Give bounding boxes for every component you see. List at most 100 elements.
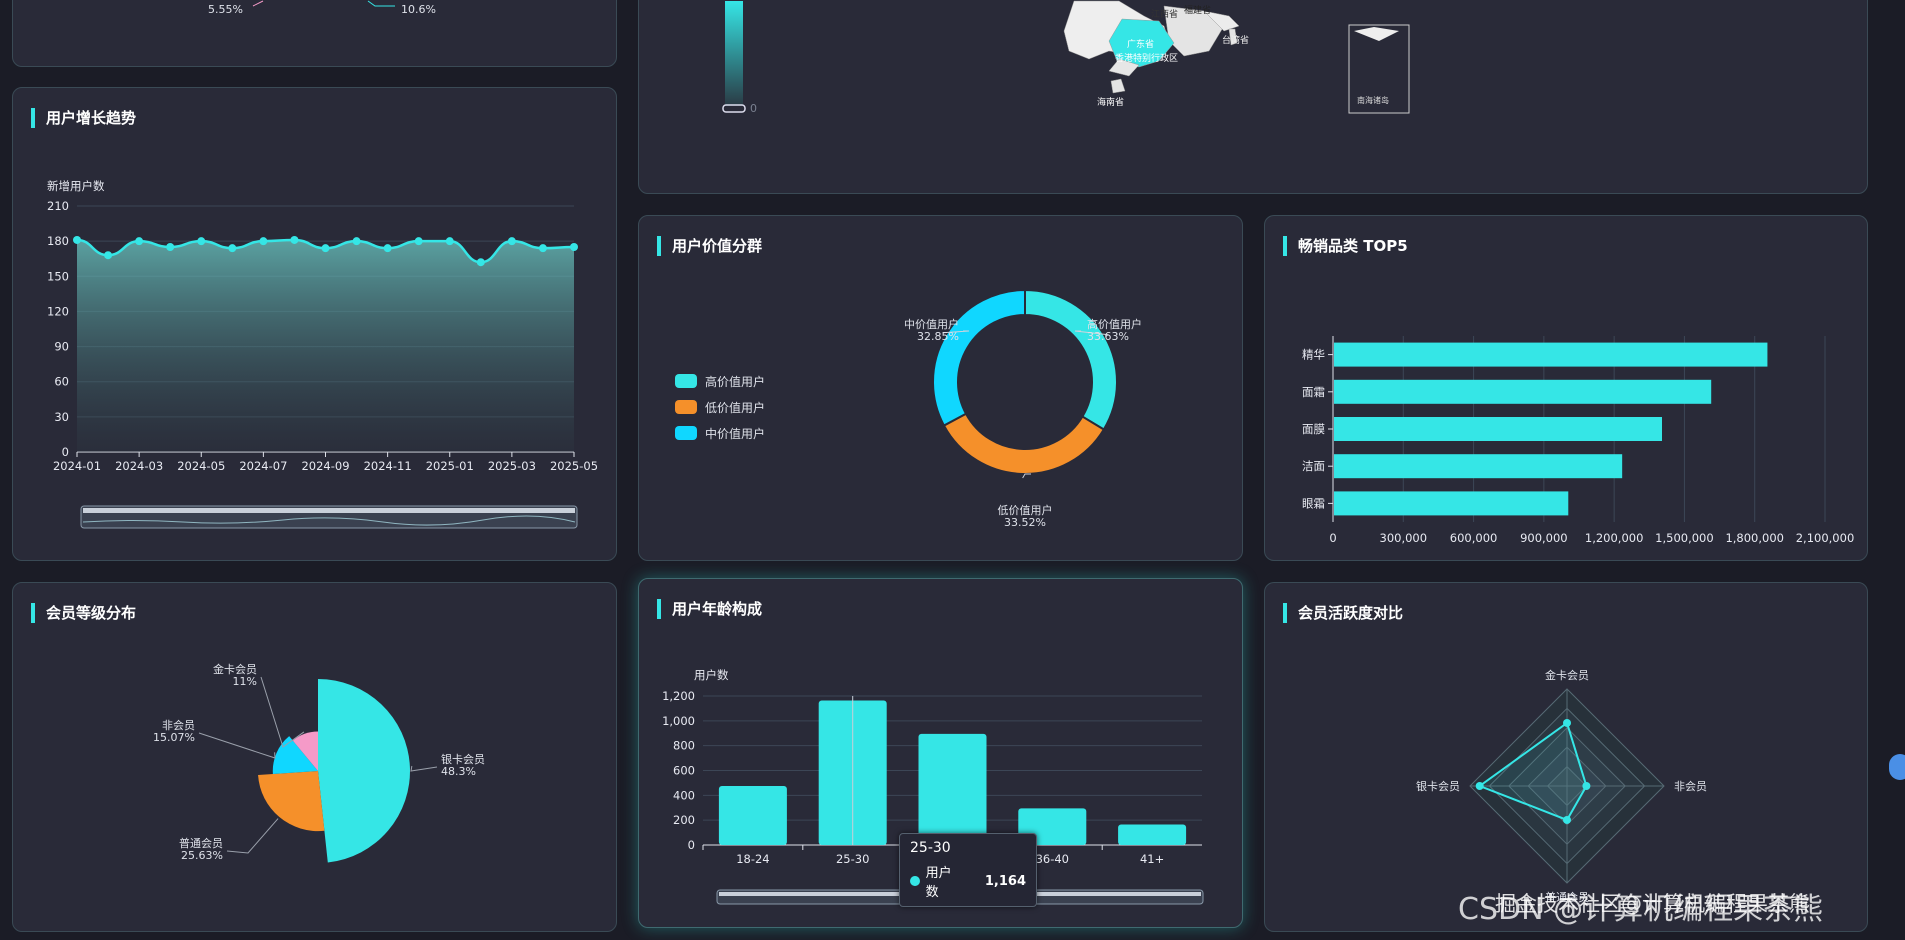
rose-label-value: 11% bbox=[233, 675, 257, 688]
side-float-button[interactable] bbox=[1889, 754, 1905, 780]
visual-map-handle[interactable] bbox=[722, 104, 746, 113]
growth-xtick: 2024-11 bbox=[364, 459, 412, 473]
growth-point[interactable] bbox=[73, 235, 81, 244]
growth-point[interactable] bbox=[321, 244, 330, 253]
growth-ytick: 90 bbox=[54, 340, 69, 354]
donut-label-value: 33.52% bbox=[1004, 516, 1046, 529]
growth-point[interactable] bbox=[135, 237, 144, 246]
top5-ytick: 精华 bbox=[1302, 348, 1325, 362]
radar-indicator: 银卡会员 bbox=[1416, 779, 1460, 793]
growth-point[interactable] bbox=[383, 244, 392, 253]
radar-indicator: 普通会员 bbox=[1545, 890, 1589, 904]
growth-point[interactable] bbox=[228, 244, 237, 253]
donut-slice[interactable] bbox=[942, 412, 1106, 475]
growth-area bbox=[77, 239, 574, 452]
growth-point[interactable] bbox=[259, 237, 268, 246]
legend-low-value[interactable]: 低价值用户 bbox=[675, 394, 765, 420]
map-label-hainan: 海南省 bbox=[1097, 96, 1124, 108]
map-label-taiwan: 台湾省 bbox=[1222, 34, 1249, 46]
age-xtick: 36-40 bbox=[1036, 852, 1069, 866]
map-province-guangdong[interactable] bbox=[1108, 18, 1175, 68]
growth-ytick: 0 bbox=[62, 445, 69, 459]
donut-label-line bbox=[1074, 330, 1109, 336]
value-panel: 用户价值分群 高价值用户 低价值用户 中价值用户 高价值用户 33.63% 低价值用… bbox=[638, 215, 1243, 561]
top5-xtick: 1,800,000 bbox=[1725, 531, 1784, 545]
top5-bar[interactable] bbox=[1334, 379, 1712, 404]
donut-slice[interactable] bbox=[932, 288, 1026, 427]
age-bar[interactable] bbox=[1118, 824, 1187, 845]
top5-bar[interactable] bbox=[1334, 417, 1662, 441]
growth-ylabel: 新增用户数 bbox=[47, 179, 105, 193]
growth-point[interactable] bbox=[507, 237, 516, 246]
donut-label-line bbox=[942, 330, 970, 334]
rose-label-name: 普通会员 bbox=[179, 836, 223, 850]
legend-label: 中价值用户 bbox=[705, 426, 766, 441]
top5-bar[interactable] bbox=[1334, 491, 1569, 516]
growth-point[interactable] bbox=[445, 237, 454, 246]
map-province-taiwan[interactable] bbox=[1228, 28, 1238, 46]
top5-bar[interactable] bbox=[1334, 454, 1623, 479]
radar-point[interactable] bbox=[1475, 782, 1484, 790]
south-sea-inset-label: 南海诸岛 bbox=[1357, 95, 1389, 105]
rose-slice[interactable] bbox=[258, 771, 325, 832]
map-province-guangxi[interactable] bbox=[1108, 58, 1140, 77]
map-label-guangdong: 广东省 bbox=[1127, 38, 1154, 50]
rose-label-value: 15.07% bbox=[153, 731, 195, 744]
watermark-csdn: CSDN @计算机编程果茶熊 bbox=[1458, 892, 1824, 927]
growth-point[interactable] bbox=[476, 258, 485, 267]
age-title: 用户年龄构成 bbox=[657, 599, 762, 619]
rose-slice[interactable] bbox=[318, 679, 411, 863]
legend-high-value[interactable]: 高价值用户 bbox=[675, 368, 765, 394]
growth-point[interactable] bbox=[104, 251, 113, 260]
map-province-zhejiang[interactable] bbox=[1203, 10, 1240, 32]
growth-chart[interactable]: 新增用户数 0 30 60 90 120 150 180 210 2024-01 2024-03… bbox=[13, 88, 618, 562]
growth-datazoom-selected[interactable] bbox=[83, 508, 575, 513]
growth-point[interactable] bbox=[290, 235, 299, 244]
age-xtick: 18-24 bbox=[736, 852, 769, 866]
visual-map-scale[interactable] bbox=[725, 1, 743, 106]
top5-bar-chart[interactable]: 0 300,000 600,000 900,000 1,200,000 1,500,000… bbox=[1265, 216, 1869, 562]
top5-xtick: 1,200,000 bbox=[1585, 531, 1644, 545]
radar-point[interactable] bbox=[1563, 815, 1571, 824]
growth-ytick: 180 bbox=[47, 234, 69, 248]
visual-map-label: 0 bbox=[750, 102, 757, 115]
growth-point[interactable] bbox=[414, 237, 423, 246]
top5-panel: 畅销品类 TOP5 0 300,000 600,000 900,000 1,200,00… bbox=[1264, 215, 1868, 561]
rose-label-name: 银卡会员 bbox=[441, 752, 485, 766]
legend-mid-value[interactable]: 中价值用户 bbox=[675, 420, 765, 446]
growth-point[interactable] bbox=[352, 237, 361, 246]
map-province-hainan[interactable] bbox=[1110, 78, 1126, 94]
growth-ytick: 30 bbox=[54, 410, 69, 424]
growth-xtick: 2024-03 bbox=[115, 459, 163, 473]
age-bar[interactable] bbox=[918, 733, 987, 845]
growth-point[interactable] bbox=[197, 237, 206, 246]
rose-slice[interactable] bbox=[292, 731, 318, 771]
growth-point[interactable] bbox=[538, 244, 547, 253]
growth-point[interactable] bbox=[570, 243, 578, 251]
rose-label-line bbox=[260, 676, 305, 748]
age-xtick: 41+ bbox=[1140, 852, 1164, 866]
map-label-hongkong: 香港特别行政区 bbox=[1115, 52, 1178, 64]
top5-xtick: 1,500,000 bbox=[1655, 531, 1714, 545]
label-line-a bbox=[252, 0, 264, 7]
radar-point[interactable] bbox=[1582, 782, 1591, 790]
tooltip-value: 1,164 bbox=[984, 873, 1026, 889]
radar-point[interactable] bbox=[1563, 718, 1571, 727]
activity-title: 会员活跃度对比 bbox=[1283, 603, 1403, 623]
growth-point[interactable] bbox=[166, 243, 175, 251]
south-sea-inset-land bbox=[1354, 27, 1399, 41]
top5-xtick: 300,000 bbox=[1380, 531, 1428, 545]
top5-bar[interactable] bbox=[1334, 342, 1768, 367]
top5-xtick: 600,000 bbox=[1450, 531, 1498, 545]
growth-ytick: 210 bbox=[47, 199, 69, 213]
age-bar-chart[interactable]: 用户数 02004006008001,0001,20018-2425-3031-… bbox=[639, 579, 1244, 929]
donut-slice[interactable] bbox=[1024, 288, 1118, 431]
age-xtick: 25-30 bbox=[836, 852, 869, 866]
member-level-title: 会员等级分布 bbox=[31, 603, 136, 623]
age-bar[interactable] bbox=[718, 786, 787, 845]
growth-ytick: 60 bbox=[54, 375, 69, 389]
age-ylabel: 用户数 bbox=[694, 668, 729, 682]
